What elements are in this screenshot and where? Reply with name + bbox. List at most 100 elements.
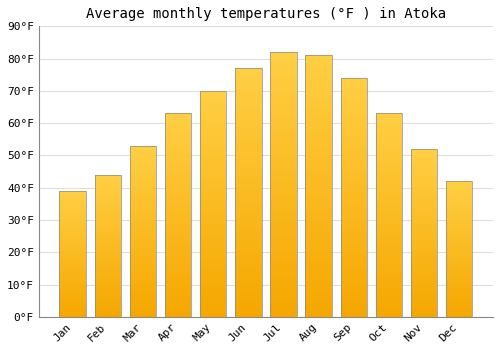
- Bar: [94, 288, 121, 291]
- Bar: [270, 88, 296, 92]
- Bar: [130, 308, 156, 311]
- Bar: [94, 222, 121, 224]
- Bar: [270, 101, 296, 105]
- Bar: [340, 86, 367, 90]
- Bar: [411, 172, 438, 174]
- Bar: [60, 250, 86, 252]
- Bar: [94, 286, 121, 288]
- Bar: [270, 52, 296, 317]
- Bar: [165, 188, 191, 191]
- Bar: [94, 314, 121, 317]
- Bar: [376, 144, 402, 147]
- Bar: [94, 220, 121, 222]
- Bar: [411, 264, 438, 266]
- Bar: [270, 229, 296, 233]
- Bar: [340, 313, 367, 317]
- Bar: [446, 217, 472, 220]
- Bar: [235, 106, 262, 110]
- Bar: [411, 224, 438, 227]
- Bar: [306, 243, 332, 247]
- Bar: [340, 301, 367, 305]
- Bar: [200, 189, 226, 192]
- Bar: [446, 272, 472, 274]
- Bar: [306, 199, 332, 203]
- Bar: [235, 80, 262, 85]
- Bar: [130, 191, 156, 194]
- Bar: [235, 201, 262, 205]
- Bar: [200, 238, 226, 241]
- Bar: [165, 137, 191, 141]
- Bar: [200, 249, 226, 253]
- Bar: [94, 243, 121, 246]
- Bar: [200, 204, 226, 208]
- Bar: [200, 245, 226, 249]
- Bar: [165, 266, 191, 270]
- Bar: [94, 239, 121, 241]
- Bar: [270, 255, 296, 259]
- Bar: [306, 208, 332, 212]
- Bar: [306, 82, 332, 86]
- Bar: [165, 215, 191, 218]
- Bar: [235, 300, 262, 304]
- Bar: [235, 147, 262, 151]
- Bar: [235, 159, 262, 163]
- Bar: [340, 90, 367, 94]
- Bar: [165, 232, 191, 236]
- Bar: [306, 212, 332, 217]
- Bar: [340, 174, 367, 177]
- Bar: [306, 190, 332, 195]
- Bar: [270, 242, 296, 246]
- Bar: [130, 214, 156, 217]
- Bar: [60, 218, 86, 220]
- Bar: [235, 102, 262, 106]
- Bar: [446, 199, 472, 202]
- Bar: [376, 137, 402, 141]
- Bar: [200, 136, 226, 140]
- Bar: [60, 247, 86, 250]
- Bar: [200, 166, 226, 170]
- Bar: [411, 182, 438, 185]
- Bar: [60, 210, 86, 212]
- Bar: [376, 307, 402, 310]
- Bar: [130, 217, 156, 220]
- Bar: [130, 268, 156, 271]
- Bar: [165, 174, 191, 178]
- Bar: [270, 105, 296, 110]
- Bar: [94, 189, 121, 191]
- Bar: [306, 169, 332, 173]
- Bar: [340, 285, 367, 289]
- Bar: [235, 197, 262, 201]
- Bar: [306, 64, 332, 68]
- Bar: [270, 259, 296, 264]
- Bar: [376, 113, 402, 117]
- Bar: [94, 298, 121, 300]
- Bar: [130, 297, 156, 300]
- Bar: [376, 195, 402, 198]
- Bar: [200, 287, 226, 290]
- Bar: [306, 130, 332, 134]
- Bar: [340, 309, 367, 313]
- Bar: [376, 141, 402, 144]
- Bar: [446, 312, 472, 315]
- Bar: [340, 281, 367, 285]
- Bar: [94, 295, 121, 298]
- Bar: [376, 191, 402, 195]
- Bar: [165, 141, 191, 144]
- Bar: [235, 296, 262, 300]
- Bar: [165, 147, 191, 151]
- Bar: [235, 68, 262, 72]
- Bar: [94, 272, 121, 274]
- Bar: [270, 176, 296, 180]
- Bar: [130, 231, 156, 234]
- Bar: [165, 280, 191, 283]
- Bar: [376, 120, 402, 124]
- Bar: [200, 110, 226, 113]
- Bar: [60, 275, 86, 277]
- Bar: [60, 191, 86, 193]
- Bar: [60, 197, 86, 199]
- Bar: [200, 264, 226, 268]
- Bar: [165, 124, 191, 127]
- Bar: [235, 85, 262, 89]
- Bar: [446, 278, 472, 281]
- Bar: [94, 267, 121, 270]
